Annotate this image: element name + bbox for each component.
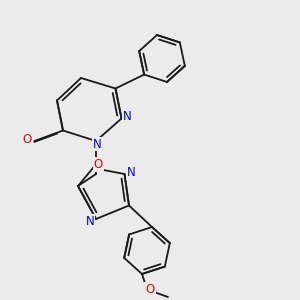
Text: O: O bbox=[146, 283, 154, 296]
Text: N: N bbox=[122, 110, 131, 124]
Text: N: N bbox=[93, 137, 102, 151]
Text: N: N bbox=[127, 166, 136, 179]
Text: O: O bbox=[22, 133, 32, 146]
Text: O: O bbox=[94, 158, 103, 171]
Text: N: N bbox=[85, 215, 94, 228]
